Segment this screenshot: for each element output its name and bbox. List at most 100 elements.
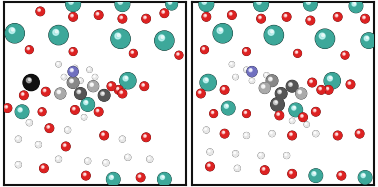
Circle shape xyxy=(284,153,290,158)
Circle shape xyxy=(260,17,261,18)
Circle shape xyxy=(290,133,292,136)
Circle shape xyxy=(307,0,310,4)
Circle shape xyxy=(115,0,130,11)
Circle shape xyxy=(66,0,81,11)
Circle shape xyxy=(348,82,350,85)
Circle shape xyxy=(75,88,86,99)
Circle shape xyxy=(261,166,269,174)
Circle shape xyxy=(42,88,50,96)
Circle shape xyxy=(221,130,229,138)
Circle shape xyxy=(66,128,68,130)
Circle shape xyxy=(50,26,68,44)
Circle shape xyxy=(85,158,90,164)
Circle shape xyxy=(357,131,360,134)
Circle shape xyxy=(98,90,110,101)
Circle shape xyxy=(247,67,257,77)
Circle shape xyxy=(17,137,19,139)
Circle shape xyxy=(270,78,271,79)
Circle shape xyxy=(158,173,171,186)
Circle shape xyxy=(36,7,44,15)
Circle shape xyxy=(163,11,164,12)
Circle shape xyxy=(87,67,92,72)
Circle shape xyxy=(160,9,168,17)
Circle shape xyxy=(15,136,21,142)
Circle shape xyxy=(313,109,316,112)
Circle shape xyxy=(37,143,39,145)
Circle shape xyxy=(82,172,90,180)
Circle shape xyxy=(296,88,306,99)
Circle shape xyxy=(311,108,320,116)
Circle shape xyxy=(140,82,149,91)
Circle shape xyxy=(93,76,95,77)
Circle shape xyxy=(55,88,65,99)
Circle shape xyxy=(270,132,272,134)
Circle shape xyxy=(145,135,146,136)
Circle shape xyxy=(221,86,229,94)
Circle shape xyxy=(85,158,91,164)
Circle shape xyxy=(111,176,113,178)
Circle shape xyxy=(57,158,58,159)
Circle shape xyxy=(139,175,140,177)
Circle shape xyxy=(203,127,209,133)
Circle shape xyxy=(243,110,250,117)
Circle shape xyxy=(100,131,108,140)
Circle shape xyxy=(202,47,204,50)
Circle shape xyxy=(155,31,174,50)
Circle shape xyxy=(290,83,292,85)
Circle shape xyxy=(56,62,61,67)
Circle shape xyxy=(259,83,270,93)
Circle shape xyxy=(82,115,87,120)
Circle shape xyxy=(271,132,272,133)
Circle shape xyxy=(313,172,315,174)
Circle shape xyxy=(295,51,297,53)
Circle shape xyxy=(231,13,232,14)
Circle shape xyxy=(290,171,292,174)
Circle shape xyxy=(66,0,80,11)
Circle shape xyxy=(79,79,81,81)
Circle shape xyxy=(298,90,301,94)
Circle shape xyxy=(203,78,208,83)
Circle shape xyxy=(293,107,295,108)
Circle shape xyxy=(11,29,14,31)
Circle shape xyxy=(349,82,350,83)
Circle shape xyxy=(296,88,307,99)
Circle shape xyxy=(336,15,338,16)
Circle shape xyxy=(85,101,87,103)
Circle shape xyxy=(359,171,372,184)
Circle shape xyxy=(324,73,340,89)
Circle shape xyxy=(93,75,98,79)
Circle shape xyxy=(262,168,265,170)
Circle shape xyxy=(103,160,109,165)
Circle shape xyxy=(228,11,236,19)
Circle shape xyxy=(358,132,359,133)
Circle shape xyxy=(274,100,277,105)
Circle shape xyxy=(243,110,250,117)
Circle shape xyxy=(73,67,75,68)
Circle shape xyxy=(142,15,150,23)
Circle shape xyxy=(110,84,111,85)
Circle shape xyxy=(91,84,93,85)
Circle shape xyxy=(213,24,232,43)
Circle shape xyxy=(79,79,80,80)
Circle shape xyxy=(147,156,153,162)
Circle shape xyxy=(276,88,287,99)
Circle shape xyxy=(38,9,40,11)
Circle shape xyxy=(121,91,122,93)
Circle shape xyxy=(94,11,103,19)
Circle shape xyxy=(72,15,73,16)
Circle shape xyxy=(204,127,209,133)
Circle shape xyxy=(197,89,205,98)
Circle shape xyxy=(107,82,115,90)
Circle shape xyxy=(149,158,150,159)
Circle shape xyxy=(231,63,232,64)
Circle shape xyxy=(39,9,40,10)
Circle shape xyxy=(142,133,150,141)
Circle shape xyxy=(56,157,61,162)
Circle shape xyxy=(352,2,356,6)
Circle shape xyxy=(294,50,301,57)
Circle shape xyxy=(68,67,78,76)
Circle shape xyxy=(126,156,128,157)
Circle shape xyxy=(178,53,179,54)
Circle shape xyxy=(337,171,345,180)
Circle shape xyxy=(102,93,104,94)
